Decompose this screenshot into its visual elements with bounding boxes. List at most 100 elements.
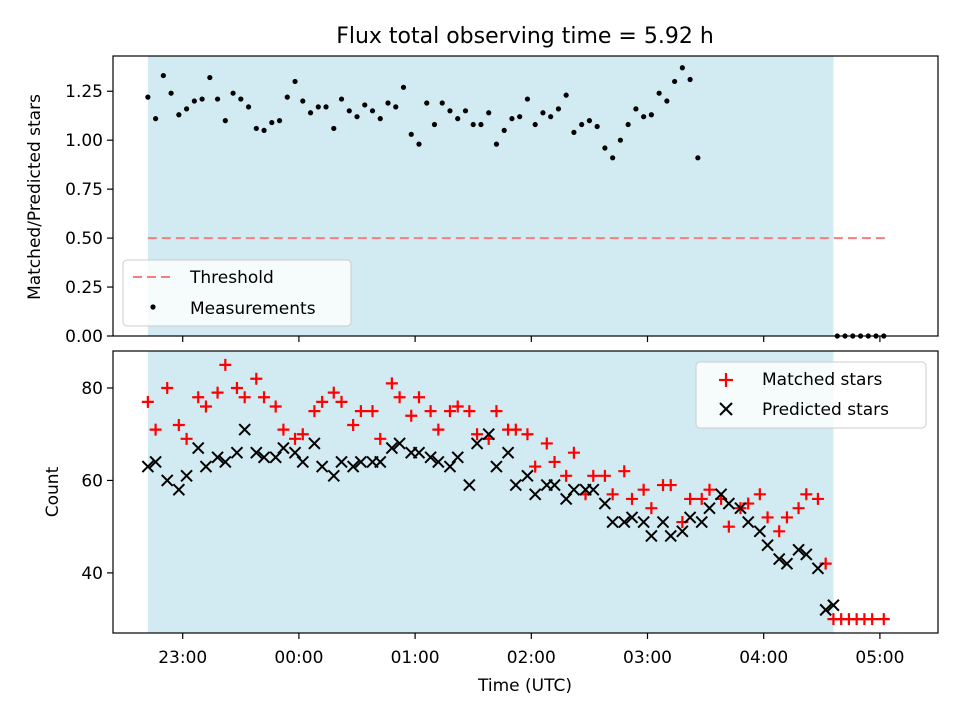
predicted-star-point <box>606 515 619 529</box>
predicted-star-point <box>742 515 755 529</box>
measurements-legend-label: Measurements <box>190 299 316 319</box>
matched-star-point <box>866 613 879 626</box>
predicted-star-point <box>645 529 658 543</box>
matched-star-point <box>347 418 360 431</box>
matched-star-point <box>327 386 340 399</box>
measurement-point <box>532 121 538 128</box>
measurement-point <box>501 127 507 134</box>
predicted-stars-points <box>141 423 840 617</box>
top-axes-frame <box>112 55 939 337</box>
measurement-point <box>486 110 492 116</box>
measurement-point <box>493 141 500 147</box>
predicted-star-point <box>800 548 813 561</box>
predicted-stars-legend-swatch <box>719 402 733 416</box>
measurement-point <box>633 106 639 112</box>
measurement-point <box>346 108 352 114</box>
predicted-star-point <box>780 557 794 570</box>
matched-star-point <box>451 400 464 413</box>
matched-star-point <box>172 418 185 431</box>
predicted-star-point <box>172 483 186 496</box>
matched-stars-legend-swatch <box>719 373 733 387</box>
predicted-star-point <box>161 474 174 487</box>
top-x-ticks <box>182 336 881 342</box>
matched-star-point <box>374 432 387 445</box>
predicted-star-point <box>618 515 631 529</box>
top-y-axis-label: Matched/Predicted stars <box>25 94 45 300</box>
top-y-tick-label: 0.50 <box>65 229 103 249</box>
matched-star-point <box>192 391 205 404</box>
matched-star-point <box>567 446 580 459</box>
matched-star-point <box>773 525 786 538</box>
x-tick-label: 03:00 <box>623 648 672 668</box>
matched-star-point <box>432 423 445 436</box>
measurement-point <box>269 119 275 126</box>
measurement-point <box>617 137 623 143</box>
predicted-star-point <box>354 455 368 469</box>
predicted-star-point <box>432 455 445 469</box>
measurement-point <box>354 114 360 120</box>
predicted-star-point <box>346 460 360 473</box>
matched-star-point <box>780 511 793 524</box>
predicted-star-point <box>192 441 205 455</box>
measurement-point <box>153 116 159 122</box>
predicted-star-point <box>695 515 708 529</box>
measurement-point <box>145 94 151 100</box>
matched-star-point <box>509 423 522 436</box>
measurement-point <box>439 100 445 106</box>
predicted-star-point <box>315 460 329 473</box>
measurements-legend-swatch <box>150 304 156 310</box>
measurement-point <box>183 106 190 112</box>
predicted-star-point <box>238 423 251 436</box>
bottom-legend-box <box>695 361 927 429</box>
measurement-point <box>331 125 337 132</box>
predicted-star-point <box>625 511 639 524</box>
matched-star-point <box>761 511 774 524</box>
measurement-point <box>315 104 321 110</box>
predicted-star-point <box>250 446 263 459</box>
predicted-star-point <box>664 529 677 543</box>
bottom-legend: Matched stars Predicted stars <box>695 361 927 429</box>
measurement-point <box>222 118 228 124</box>
predicted-star-point <box>714 488 728 501</box>
top-legend-box <box>122 259 352 327</box>
predicted-star-point <box>443 460 457 473</box>
measurement-point <box>168 90 174 96</box>
bottom-y-axis-label: Count <box>43 466 63 517</box>
measurement-point <box>687 76 693 83</box>
predicted-star-point <box>412 446 426 459</box>
matched-star-point <box>703 483 716 496</box>
matched-star-point <box>199 400 212 413</box>
matched-star-point <box>529 460 542 473</box>
bottom-x-axis-label: Time (UTC) <box>477 676 572 696</box>
measurement-point <box>238 96 244 102</box>
top-legend: Threshold Measurements <box>122 259 352 327</box>
matched-star-point <box>684 492 697 505</box>
bottom-y-tick-label: 80 <box>81 379 103 399</box>
measurement-point <box>400 84 407 90</box>
measurement-point <box>199 96 205 102</box>
measurement-point <box>625 121 631 128</box>
matched-star-point <box>277 423 290 436</box>
matched-star-point <box>393 391 406 404</box>
measurement-point <box>261 127 267 134</box>
predicted-star-point <box>269 451 282 464</box>
measurement-point <box>641 114 647 120</box>
predicted-star-point <box>470 437 484 450</box>
predicted-star-point <box>257 451 271 464</box>
measurement-point <box>447 108 453 114</box>
measurement-point <box>362 102 368 108</box>
matched-star-point <box>296 428 309 441</box>
matched-star-point <box>385 377 398 390</box>
matched-star-point <box>695 492 708 505</box>
predicted-star-point <box>149 455 162 469</box>
matched-star-point <box>412 391 425 404</box>
matched-star-point <box>645 502 658 515</box>
top-measurement-points <box>145 65 887 339</box>
predicted-star-point <box>490 460 503 473</box>
predicted-star-point <box>827 599 840 612</box>
matched-star-point <box>792 502 805 515</box>
measurement-point <box>478 121 484 128</box>
predicted-star-point <box>509 478 523 492</box>
measurement-point <box>377 116 383 122</box>
